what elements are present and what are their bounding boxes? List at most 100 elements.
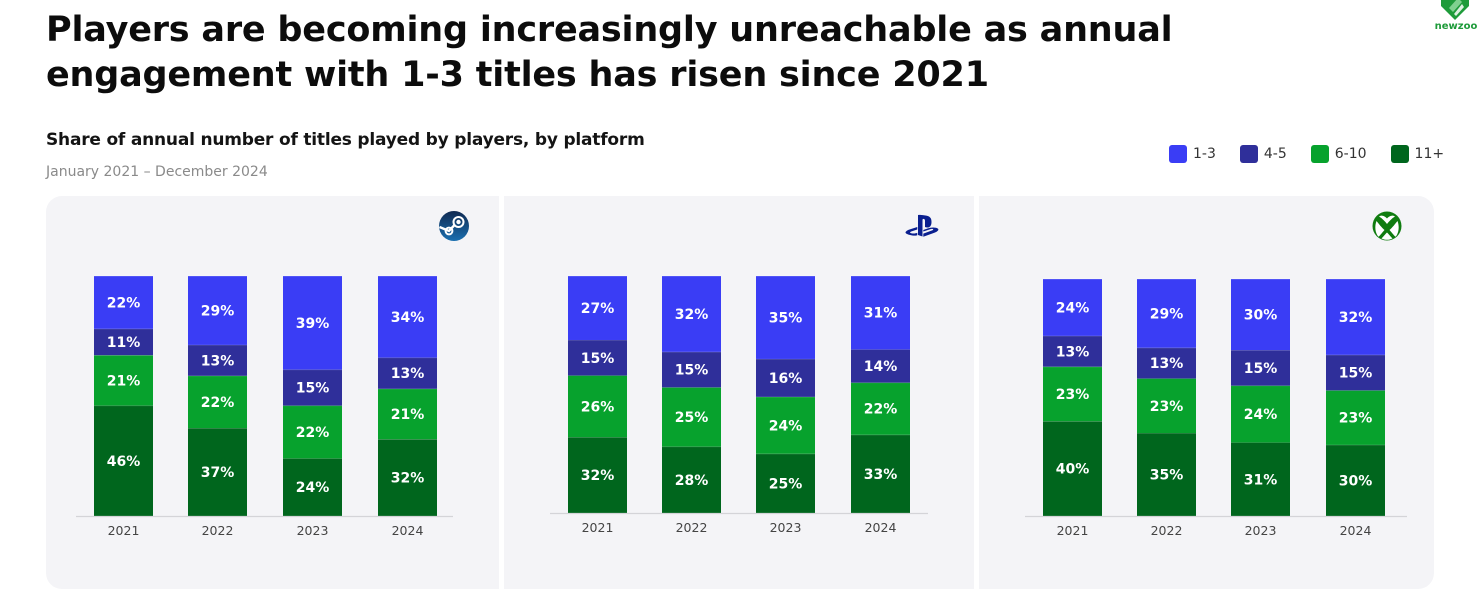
data-label: 22%: [296, 425, 330, 441]
data-label: 23%: [1339, 411, 1373, 427]
bar-segment-6-10-2023: [756, 396, 815, 454]
bar-segment-11-plus-2022: [188, 428, 247, 516]
newzoo-logo-text: newzoo: [1434, 21, 1478, 32]
data-label: 40%: [1056, 462, 1090, 478]
bar-stack-2021: 40% 23% 13% 24%: [1043, 278, 1102, 516]
playstation-icon: [905, 214, 939, 237]
bar-segment-1-3-2021: [94, 276, 153, 329]
bar-segment-4-5-2024: [851, 349, 910, 383]
bar-stack-2024: 33% 22% 14% 31%: [851, 275, 910, 513]
bar-segment-11-plus-2024: [851, 434, 910, 513]
data-label: 21%: [391, 407, 425, 423]
xbox-icon: [1372, 211, 1402, 241]
data-label: 15%: [1339, 366, 1373, 382]
date-range: January 2021 – December 2024: [46, 164, 268, 180]
data-label: 15%: [296, 381, 330, 397]
data-label: 24%: [1244, 407, 1278, 423]
panel-playstation: 32% 26% 15% 27% 2021 28% 25% 15% 32% 2022 25% 24% 16…: [504, 196, 974, 589]
data-label: 28%: [675, 473, 709, 489]
bar-segment-6-10-2021: [568, 375, 627, 438]
x-tick-label: 2024: [865, 520, 897, 535]
data-label: 30%: [1244, 308, 1278, 324]
legend-swatch: [1310, 145, 1329, 163]
legend-item-1-3: 1-3: [1169, 145, 1216, 163]
bar-stack-2023: 31% 24% 15% 30%: [1231, 278, 1290, 516]
x-tick-label: 2022: [202, 523, 234, 538]
bar-segment-6-10-2021: [1043, 366, 1102, 422]
x-tick-label: 2021: [582, 520, 614, 535]
bar-segment-11-plus-2023: [283, 458, 342, 516]
chart-legend: 1-3 4-5 6-10 11+: [1169, 145, 1444, 163]
bar-stack-2023: 24% 22% 15% 39%: [283, 275, 342, 516]
page-title: Players are becoming increasingly unreac…: [46, 8, 1246, 98]
legend-swatch: [1169, 145, 1187, 163]
chart-xbox: 40% 23% 13% 24% 2021 35% 23% 13% 29% 2022 31% 24% 15…: [1025, 278, 1407, 538]
bar-segment-4-5-2023: [756, 358, 815, 397]
data-label: 27%: [581, 301, 615, 317]
bar-segment-1-3-2024: [378, 276, 437, 358]
data-label: 39%: [296, 316, 330, 332]
data-label: 13%: [1056, 344, 1090, 360]
bar-segment-1-3-2022: [662, 276, 721, 352]
data-label: 46%: [107, 454, 141, 470]
legend-item-6-10: 6-10: [1310, 145, 1367, 163]
data-label: 13%: [391, 366, 425, 382]
bar-segment-6-10-2022: [1137, 378, 1196, 434]
bar-segment-6-10-2023: [283, 405, 342, 459]
bar-segment-6-10-2024: [851, 382, 910, 435]
legend-swatch: [1390, 145, 1409, 163]
data-label: 15%: [1244, 361, 1278, 377]
data-label: 24%: [296, 480, 330, 496]
x-tick-label: 2022: [676, 520, 708, 535]
data-label: 33%: [864, 467, 898, 483]
bar-segment-6-10-2022: [662, 387, 721, 447]
bar-stack-2024: 32% 21% 13% 34%: [378, 275, 437, 516]
bar-segment-1-3-2021: [1043, 279, 1102, 336]
data-label: 30%: [1339, 473, 1373, 489]
chart-subtitle: Share of annual number of titles played …: [46, 130, 645, 150]
bar-segment-11-plus-2022: [1137, 433, 1196, 516]
data-label: 37%: [201, 465, 235, 481]
steam-icon: [439, 211, 469, 241]
data-label: 32%: [581, 468, 615, 484]
bar-segment-1-3-2023: [1231, 279, 1290, 351]
data-label: 32%: [391, 471, 425, 487]
data-label: 13%: [201, 353, 235, 369]
bar-segment-11-plus-2023: [1231, 442, 1290, 516]
bar-stack-2022: 28% 25% 15% 32%: [662, 275, 721, 513]
bar-segment-1-3-2021: [568, 276, 627, 340]
bar-segment-4-5-2023: [1231, 350, 1290, 386]
bar-segment-11-plus-2021: [94, 405, 153, 516]
bar-segment-6-10-2021: [94, 355, 153, 406]
data-label: 29%: [201, 303, 235, 319]
data-label: 24%: [1056, 300, 1090, 316]
bar-segment-1-3-2023: [283, 276, 342, 370]
x-tick-label: 2021: [108, 523, 140, 538]
bar-segment-11-plus-2023: [756, 453, 815, 513]
bar-segment-4-5-2022: [662, 351, 721, 388]
x-tick-label: 2023: [297, 523, 329, 538]
bar-stack-2022: 35% 23% 13% 29%: [1137, 278, 1196, 516]
bar-segment-1-3-2023: [756, 276, 815, 359]
data-label: 24%: [769, 418, 803, 434]
bar-segment-4-5-2024: [1326, 354, 1385, 391]
bar-segment-4-5-2021: [94, 328, 153, 356]
bar-stack-2021: 32% 26% 15% 27%: [568, 275, 627, 513]
data-label: 35%: [769, 310, 803, 326]
legend-item-4-5: 4-5: [1239, 145, 1287, 163]
bar-segment-4-5-2024: [378, 357, 437, 389]
data-label: 32%: [1339, 310, 1373, 326]
data-label: 22%: [864, 402, 898, 418]
data-label: 29%: [1150, 306, 1184, 322]
data-label: 11%: [107, 335, 141, 351]
bar-segment-4-5-2023: [283, 369, 342, 406]
data-label: 22%: [201, 395, 235, 411]
chart-steam: 46% 21% 11% 22% 2021 37% 22% 13% 29% 2022 24% 22% 15…: [76, 275, 453, 538]
bar-segment-1-3-2022: [1137, 279, 1196, 348]
bar-segment-6-10-2023: [1231, 385, 1290, 443]
bar-segment-6-10-2022: [188, 375, 247, 429]
title-line-1: Players are becoming increasingly unreac…: [46, 10, 1173, 50]
x-tick-label: 2024: [1340, 523, 1372, 538]
x-tick-label: 2023: [1245, 523, 1277, 538]
data-label: 25%: [675, 410, 709, 426]
